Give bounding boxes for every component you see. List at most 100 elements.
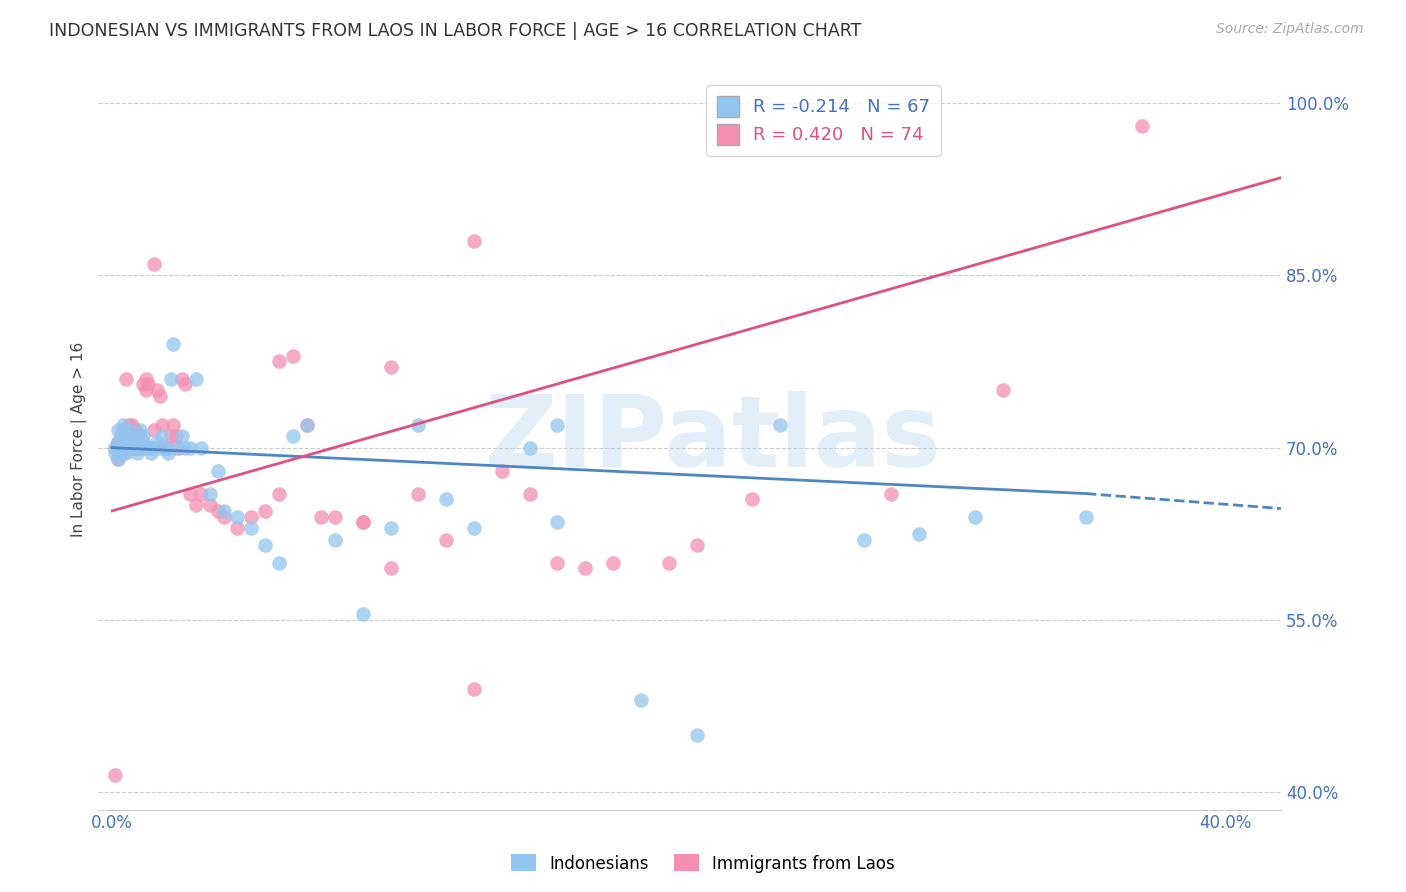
Point bbox=[190, 486, 212, 500]
Point bbox=[110, 441, 132, 455]
Point bbox=[153, 441, 176, 455]
Point bbox=[880, 486, 903, 500]
Point bbox=[380, 521, 402, 535]
Point bbox=[352, 516, 374, 530]
Point bbox=[741, 492, 763, 507]
Point bbox=[352, 516, 374, 530]
Point bbox=[574, 561, 596, 575]
Point bbox=[115, 446, 138, 460]
Point bbox=[179, 441, 201, 455]
Point bbox=[118, 441, 141, 455]
Point bbox=[107, 452, 129, 467]
Point bbox=[138, 377, 160, 392]
Point bbox=[146, 383, 169, 397]
Point bbox=[685, 538, 707, 552]
Point bbox=[519, 441, 541, 455]
Point bbox=[212, 509, 235, 524]
Point bbox=[184, 498, 207, 512]
Point bbox=[104, 441, 127, 455]
Point bbox=[107, 434, 129, 449]
Point bbox=[146, 434, 169, 449]
Point bbox=[115, 429, 138, 443]
Legend: Indonesians, Immigrants from Laos: Indonesians, Immigrants from Laos bbox=[505, 847, 901, 880]
Point bbox=[269, 486, 291, 500]
Point bbox=[118, 417, 141, 432]
Point bbox=[408, 417, 430, 432]
Point bbox=[143, 424, 166, 438]
Point bbox=[295, 417, 318, 432]
Point bbox=[254, 504, 277, 518]
Point bbox=[112, 424, 135, 438]
Point bbox=[963, 509, 986, 524]
Point bbox=[281, 429, 304, 443]
Point bbox=[463, 681, 485, 696]
Point bbox=[150, 429, 173, 443]
Point bbox=[141, 441, 163, 455]
Point bbox=[323, 509, 346, 524]
Point bbox=[107, 452, 129, 467]
Point bbox=[107, 424, 129, 438]
Point bbox=[254, 538, 277, 552]
Point bbox=[104, 768, 127, 782]
Point bbox=[602, 556, 624, 570]
Point bbox=[127, 441, 149, 455]
Point bbox=[1130, 119, 1153, 133]
Point bbox=[380, 360, 402, 375]
Point bbox=[112, 446, 135, 460]
Point bbox=[159, 372, 181, 386]
Point bbox=[908, 526, 931, 541]
Point bbox=[547, 556, 569, 570]
Point bbox=[207, 504, 229, 518]
Point bbox=[115, 372, 138, 386]
Point bbox=[127, 446, 149, 460]
Text: INDONESIAN VS IMMIGRANTS FROM LAOS IN LABOR FORCE | AGE > 16 CORRELATION CHART: INDONESIAN VS IMMIGRANTS FROM LAOS IN LA… bbox=[49, 22, 862, 40]
Point bbox=[156, 441, 179, 455]
Point bbox=[148, 441, 170, 455]
Point bbox=[124, 441, 146, 455]
Point bbox=[165, 441, 187, 455]
Point bbox=[132, 377, 155, 392]
Point bbox=[132, 434, 155, 449]
Point bbox=[198, 498, 221, 512]
Point bbox=[852, 533, 875, 547]
Point bbox=[121, 441, 143, 455]
Point bbox=[165, 429, 187, 443]
Point bbox=[162, 337, 184, 351]
Point bbox=[685, 728, 707, 742]
Point bbox=[769, 417, 792, 432]
Point bbox=[153, 441, 176, 455]
Point bbox=[138, 441, 160, 455]
Point bbox=[135, 372, 157, 386]
Point bbox=[226, 509, 249, 524]
Text: ZIPatlas: ZIPatlas bbox=[485, 391, 942, 488]
Point bbox=[408, 486, 430, 500]
Point bbox=[110, 441, 132, 455]
Point bbox=[110, 429, 132, 443]
Point bbox=[434, 533, 457, 547]
Point bbox=[463, 521, 485, 535]
Point bbox=[434, 492, 457, 507]
Point bbox=[1076, 509, 1098, 524]
Point bbox=[156, 446, 179, 460]
Point bbox=[463, 234, 485, 248]
Y-axis label: In Labor Force | Age > 16: In Labor Force | Age > 16 bbox=[72, 342, 87, 537]
Point bbox=[127, 434, 149, 449]
Point bbox=[143, 441, 166, 455]
Point bbox=[170, 372, 193, 386]
Point bbox=[129, 441, 152, 455]
Point bbox=[121, 434, 143, 449]
Point bbox=[167, 441, 190, 455]
Point bbox=[124, 429, 146, 443]
Point bbox=[129, 441, 152, 455]
Point bbox=[190, 441, 212, 455]
Point bbox=[129, 429, 152, 443]
Point bbox=[309, 509, 332, 524]
Point bbox=[110, 429, 132, 443]
Point bbox=[107, 434, 129, 449]
Point bbox=[269, 354, 291, 368]
Point bbox=[991, 383, 1014, 397]
Point bbox=[121, 417, 143, 432]
Point bbox=[380, 561, 402, 575]
Point bbox=[127, 429, 149, 443]
Point bbox=[323, 533, 346, 547]
